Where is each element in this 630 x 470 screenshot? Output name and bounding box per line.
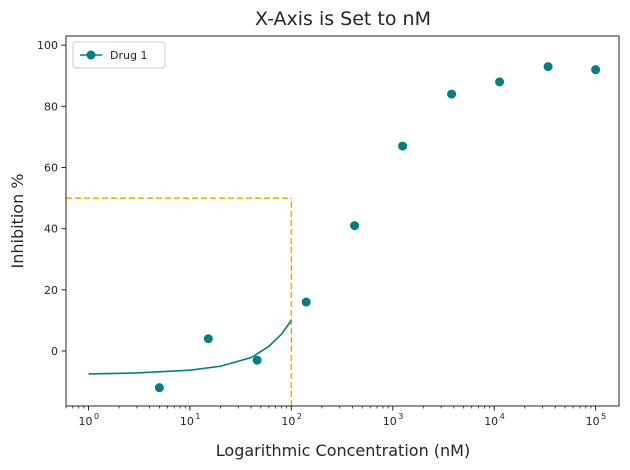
- legend-box: [72, 41, 166, 69]
- legend: Drug 1: [72, 41, 166, 69]
- chart-title: X-Axis is Set to nM: [255, 8, 431, 30]
- y-axis-ticks: 0 20 40 60 80 100: [37, 39, 66, 358]
- y-tick-label: 40: [44, 223, 58, 236]
- data-point: [447, 89, 457, 99]
- data-point: [495, 77, 505, 87]
- plot-frame: [65, 35, 620, 407]
- data-point: [543, 62, 553, 72]
- reference-lines: [66, 197, 293, 406]
- x-axis-ticks: 10 0 10 1 10 2 10 3 10 4 10 5: [65, 406, 606, 428]
- data-point: [154, 383, 164, 393]
- legend-marker: [86, 50, 96, 60]
- y-axis-label: Inhibition %: [8, 174, 27, 269]
- fit-curve: [88, 319, 293, 375]
- data-point: [252, 355, 262, 365]
- x-tick-label: 10: [79, 415, 93, 428]
- x-tick-label-exponent: 2: [297, 412, 302, 421]
- x-tick-label: 10: [180, 415, 194, 428]
- data-points: [154, 62, 601, 393]
- x-tick-label: 10: [281, 415, 295, 428]
- x-axis-label: Logarithmic Concentration (nM): [216, 441, 470, 460]
- x-tick-label: 10: [586, 415, 600, 428]
- data-point: [591, 65, 601, 75]
- x-tick-label: 10: [383, 415, 397, 428]
- y-tick-label: 20: [44, 284, 58, 297]
- x-tick-label-exponent: 0: [94, 412, 99, 421]
- data-point: [350, 221, 360, 231]
- data-point: [398, 141, 408, 151]
- legend-label: Drug 1: [110, 49, 147, 62]
- y-tick-label: 0: [51, 345, 58, 358]
- x-tick-label-exponent: 5: [601, 412, 606, 421]
- data-point: [301, 297, 311, 307]
- fit-curve-group: [88, 319, 293, 375]
- y-tick-label: 60: [44, 161, 58, 174]
- y-tick-label: 100: [37, 39, 58, 52]
- y-tick-label: 80: [44, 100, 58, 113]
- x-tick-label-exponent: 3: [398, 412, 403, 421]
- x-tick-label-exponent: 1: [195, 412, 200, 421]
- x-tick-label-exponent: 4: [500, 412, 505, 421]
- data-point: [203, 334, 213, 344]
- x-tick-label: 10: [484, 415, 498, 428]
